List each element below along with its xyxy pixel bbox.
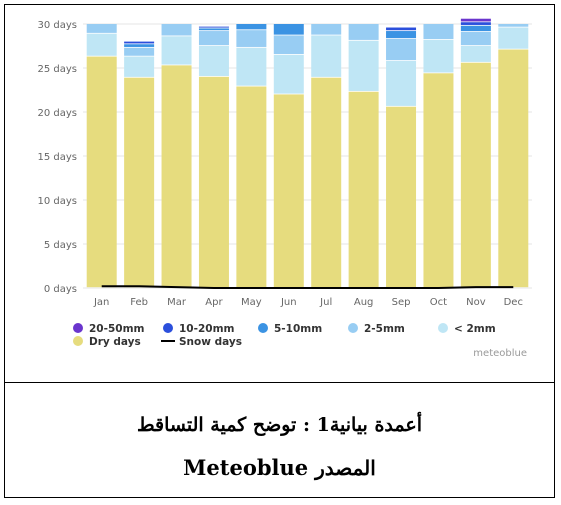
caption-title: أعمدة بيانية1 : توضح كمية التساقط bbox=[137, 414, 422, 436]
x-tick-label: Feb bbox=[130, 297, 148, 308]
caption-source-label: المصدر bbox=[315, 456, 376, 480]
bar-segment bbox=[386, 31, 417, 39]
y-tick-label: 20 days bbox=[37, 108, 77, 119]
bar-segment bbox=[161, 24, 192, 36]
bar-segment bbox=[236, 86, 267, 288]
x-tick-label: Apr bbox=[205, 297, 223, 308]
caption-divider bbox=[4, 382, 555, 383]
bar-segment bbox=[124, 77, 155, 288]
bar-segment bbox=[236, 24, 267, 30]
y-tick-label: 10 days bbox=[37, 196, 77, 207]
y-tick-label: 5 days bbox=[44, 240, 77, 251]
bar-segment bbox=[423, 39, 454, 73]
bar-segment bbox=[124, 56, 155, 77]
y-tick-label: 30 days bbox=[37, 20, 77, 31]
figure-frame bbox=[4, 4, 555, 498]
bar-segment bbox=[348, 40, 379, 91]
legend-label: 20-50mm bbox=[89, 323, 145, 335]
bar-segment bbox=[273, 24, 304, 35]
bar-segment bbox=[423, 24, 454, 40]
bar-segment bbox=[498, 49, 529, 288]
bar-segment bbox=[460, 18, 491, 22]
bar-segment bbox=[236, 30, 267, 47]
legend-marker bbox=[163, 323, 173, 333]
bar-segment bbox=[311, 35, 342, 77]
bar-segment bbox=[273, 94, 304, 288]
bar-segment bbox=[161, 65, 192, 288]
bar-segment bbox=[198, 46, 229, 76]
bar-segment bbox=[460, 25, 491, 32]
bar-segment bbox=[386, 27, 417, 31]
bar-segment bbox=[460, 46, 491, 62]
x-tick-label: May bbox=[241, 297, 262, 308]
snow-days-line-group bbox=[101, 285, 514, 289]
bar-segment bbox=[86, 56, 117, 288]
legend-label: 10-20mm bbox=[179, 323, 235, 335]
bar-segment bbox=[161, 36, 192, 65]
bar-segment bbox=[86, 24, 117, 33]
x-tick-label: Aug bbox=[354, 297, 374, 308]
meteoblue-credit: meteoblue bbox=[473, 348, 527, 359]
legend-label: Snow days bbox=[179, 336, 242, 348]
y-tick-label: 25 days bbox=[37, 64, 77, 75]
bar-segment bbox=[273, 54, 304, 94]
bar-segment bbox=[460, 31, 491, 46]
bar-segment bbox=[198, 26, 229, 28]
x-tick-label: Dec bbox=[504, 297, 523, 308]
bar-segment bbox=[198, 76, 229, 288]
bar-segment bbox=[386, 60, 417, 106]
legend-marker bbox=[73, 323, 83, 333]
legend-label: 5-10mm bbox=[274, 323, 322, 335]
bar-segment bbox=[386, 38, 417, 61]
bar-segment bbox=[423, 73, 454, 288]
bar-segment bbox=[273, 35, 304, 54]
x-axis-tick-labels: Jan Feb Mar Apr May Jun Jul Aug Sep Oct Nov Dec bbox=[93, 297, 523, 308]
x-tick-label: Jun bbox=[280, 297, 297, 308]
x-tick-label: Nov bbox=[466, 297, 486, 308]
x-tick-label: Jan bbox=[93, 297, 109, 308]
bar-segment bbox=[498, 27, 529, 49]
legend-marker bbox=[258, 323, 268, 333]
y-axis-tick-labels: 0 days 5 days 10 days 15 days 20 days 25 days… bbox=[37, 20, 77, 295]
precipitation-chart: 0 days 5 days 10 days 15 days 20 days 25 days… bbox=[37, 18, 532, 359]
bar-segment bbox=[348, 24, 379, 40]
bar-segment bbox=[124, 44, 155, 47]
x-tick-label: Oct bbox=[430, 297, 447, 308]
legend-label: Dry days bbox=[89, 336, 141, 348]
legend-marker bbox=[73, 336, 83, 346]
caption-source-name: Meteoblue bbox=[183, 455, 309, 480]
bar-segment bbox=[198, 31, 229, 46]
legend-marker bbox=[348, 323, 358, 333]
bar-segment bbox=[460, 22, 491, 25]
caption-source: المصدر Meteoblue bbox=[4, 455, 555, 480]
bar-segment bbox=[311, 77, 342, 288]
y-tick-label: 0 days bbox=[44, 284, 77, 295]
bar-segment bbox=[498, 24, 529, 27]
chart-legend: 20-50mm 10-20mm 5-10mm 2-5mm < 2mm Dry days Sn… bbox=[73, 323, 496, 348]
bar-segment bbox=[124, 47, 155, 56]
legend-marker bbox=[438, 323, 448, 333]
bar-segment bbox=[311, 24, 342, 35]
bar-segment bbox=[348, 91, 379, 288]
bar-segment bbox=[124, 41, 155, 44]
legend-label: 2-5mm bbox=[364, 323, 405, 335]
chart-bars bbox=[86, 18, 529, 288]
bar-segment bbox=[236, 47, 267, 86]
bar-segment bbox=[198, 28, 229, 31]
x-tick-label: Mar bbox=[167, 297, 187, 308]
legend-label: < 2mm bbox=[454, 323, 496, 335]
bar-segment bbox=[460, 62, 491, 288]
x-tick-label: Sep bbox=[392, 297, 411, 308]
snow-days-line bbox=[101, 285, 514, 289]
bar-segment bbox=[86, 33, 117, 56]
y-tick-label: 15 days bbox=[37, 152, 77, 163]
bar-segment bbox=[386, 106, 417, 288]
x-tick-label: Jul bbox=[319, 297, 332, 308]
